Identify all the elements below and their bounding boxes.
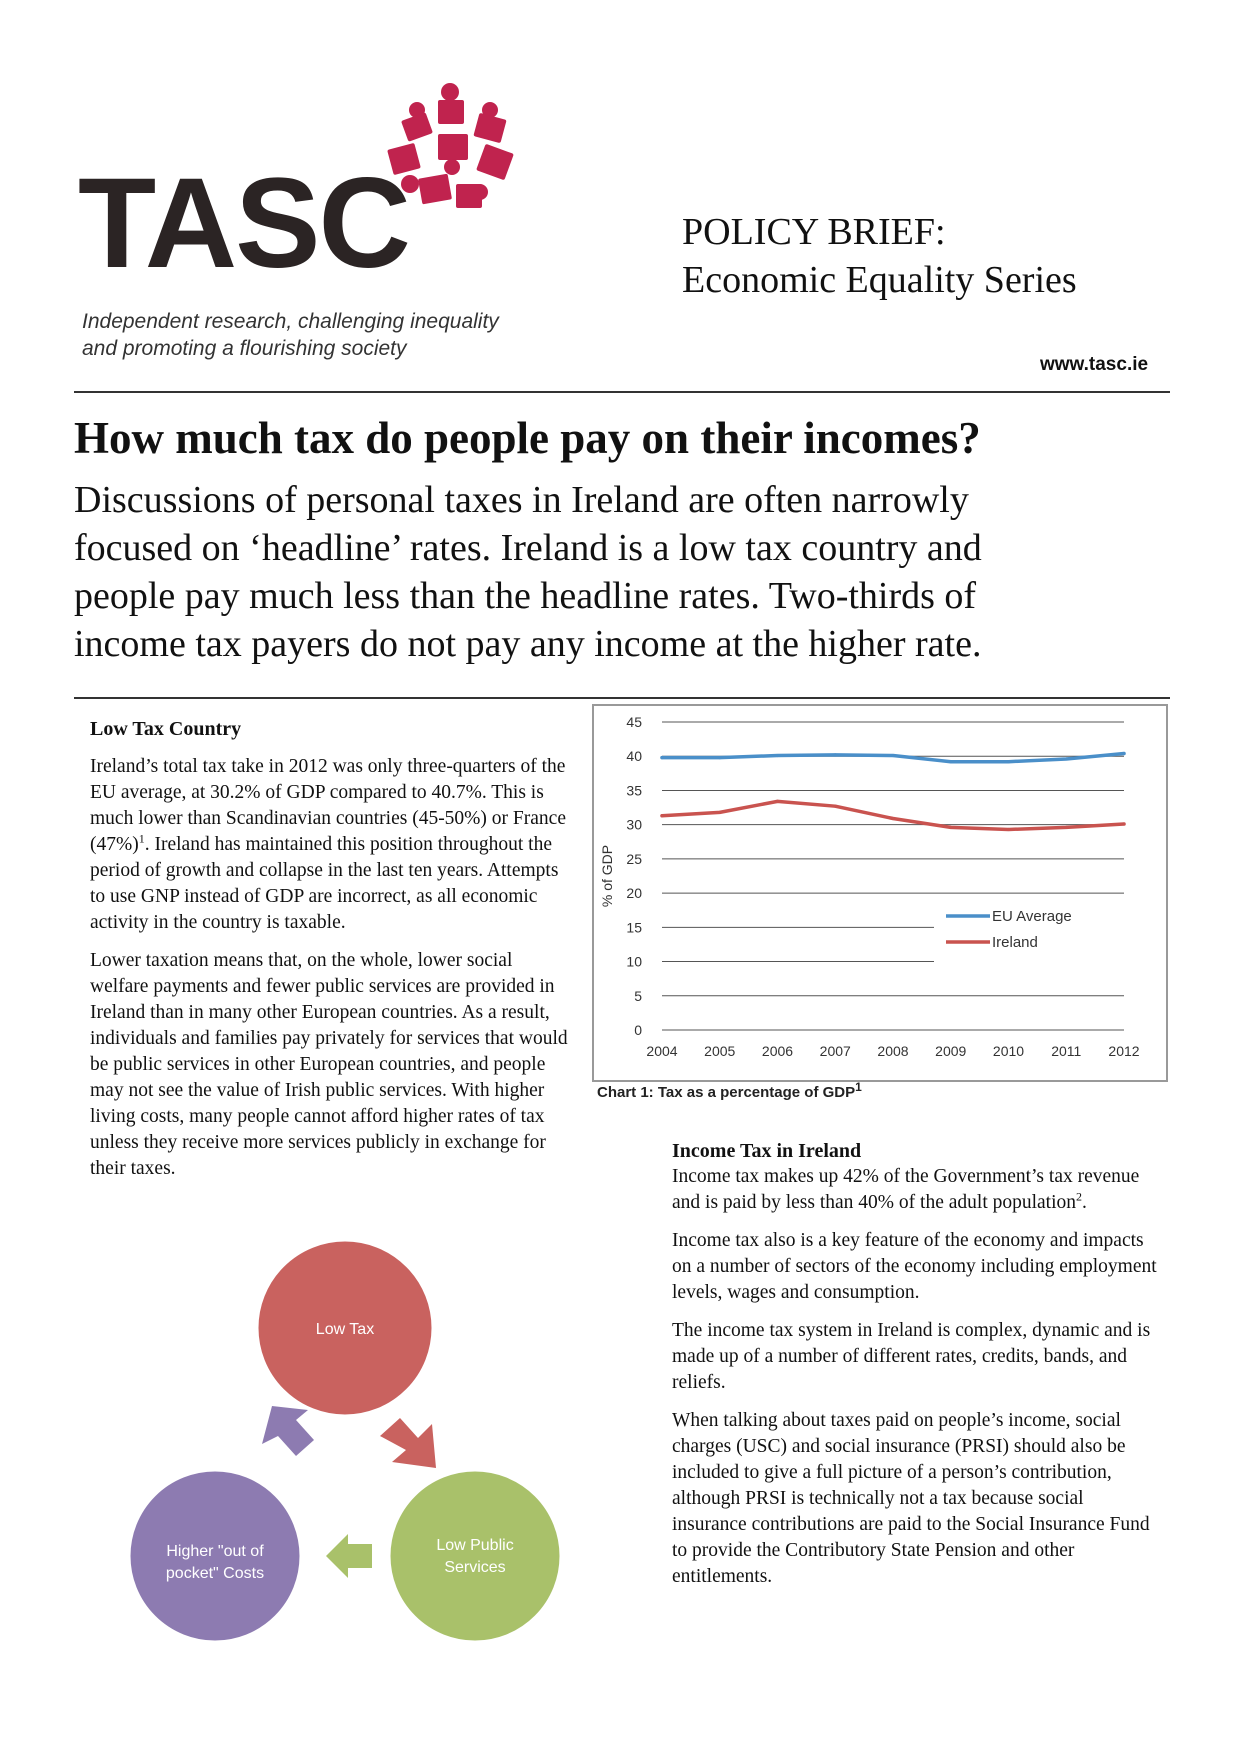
series-line: [660, 799, 1126, 832]
node-low-tax: Low Tax: [255, 1238, 435, 1418]
paragraph: Income tax makes up 42% of the Governmen…: [672, 1164, 1157, 1216]
node-low-tax-label: Low Tax: [316, 1321, 374, 1338]
x-tick-label: 2009: [935, 1043, 966, 1059]
paragraph: Income tax also is a key feature of the …: [672, 1230, 1157, 1303]
footnote-ref[interactable]: 2: [1076, 1189, 1083, 1204]
tax-cycle-diagram: Low Tax Low Public Services Higher "out …: [127, 1238, 563, 1644]
y-tick-label: 5: [634, 988, 642, 1004]
paragraph-text: . Ireland has maintained this position t…: [90, 834, 559, 933]
paragraph: Ireland’s total tax take in 2012 was onl…: [90, 754, 570, 936]
data-point: [660, 755, 664, 760]
y-tick-label: 30: [626, 817, 642, 833]
puzzle-logo-icon: [387, 83, 514, 208]
data-point: [891, 753, 895, 758]
x-tick-label: 2006: [762, 1043, 793, 1059]
y-tick-label: 10: [626, 954, 642, 970]
tagline: Independent research, challenging inequa…: [82, 308, 582, 362]
x-tick-label: 2008: [877, 1043, 908, 1059]
data-point: [949, 760, 953, 764]
node-low-public-services: Low Public Services: [387, 1468, 563, 1644]
chart-caption: Chart 1: Tax as a percentage of GDP1: [597, 1081, 862, 1101]
paragraph: Lower taxation means that, on the whole,…: [90, 950, 568, 1179]
line-chart-svg: 0 5 10 15 20 25 30 35 40 45 2004 2005 2006 2007 2008 20…: [599, 714, 1140, 1059]
data-point: [1122, 751, 1126, 756]
data-point: [775, 799, 780, 803]
low-tax-country-section: Low Tax Country Ireland’s total tax take…: [90, 716, 570, 1194]
y-tick-label: 0: [634, 1022, 642, 1038]
x-tick-label: 2011: [1051, 1043, 1081, 1059]
data-point: [1064, 825, 1068, 830]
footnote-ref[interactable]: 1: [855, 1080, 862, 1094]
standfirst-line-3: people pay much less than the headline r…: [74, 575, 977, 617]
arrow-left-icon: [326, 1534, 372, 1578]
y-tick-label: 15: [626, 919, 642, 935]
node-right-label-1: Low Public: [436, 1537, 513, 1554]
x-tick-label: 2010: [993, 1043, 1024, 1059]
policy-brief-title: POLICY BRIEF: Economic Equality Series: [682, 208, 1077, 304]
data-point: [718, 810, 722, 814]
header-divider: [74, 391, 1170, 393]
arrow-down-right-icon: [380, 1418, 436, 1468]
data-point: [1006, 827, 1011, 832]
arrow-up-right-icon: [262, 1406, 314, 1456]
data-point: [718, 755, 722, 760]
node-right-label-2: Services: [444, 1559, 505, 1576]
data-point: [833, 753, 837, 757]
paragraph-text: Income tax makes up 42% of the Governmen…: [672, 1166, 1140, 1213]
y-axis-label: % of GDP: [599, 845, 615, 907]
website-link[interactable]: www.tasc.ie: [1040, 354, 1149, 375]
income-tax-section: Income Tax in Ireland Income tax makes u…: [672, 1138, 1157, 1602]
data-point: [949, 825, 953, 830]
y-tick-label: 20: [626, 885, 642, 901]
legend-label: Ireland: [992, 934, 1038, 951]
section-heading: Low Tax Country: [90, 718, 242, 740]
page-headline: How much tax do people pay on their inco…: [74, 413, 981, 463]
data-point: [891, 816, 895, 821]
data-point: [1122, 822, 1126, 826]
data-point: [775, 753, 780, 758]
data-point: [1064, 757, 1068, 761]
tagline-line-1: Independent research, challenging inequa…: [82, 310, 499, 333]
data-point: [1006, 760, 1011, 764]
tagline-line-2: and promoting a flourishing society: [82, 337, 407, 360]
legend-label: EU Average: [992, 908, 1072, 925]
standfirst-line-2: focused on ‘headline’ rates. Ireland is …: [74, 527, 982, 569]
tax-gdp-chart: 0 5 10 15 20 25 30 35 40 45 2004 2005 2006 2007 2008 20…: [592, 704, 1168, 1082]
y-tick-label: 25: [626, 851, 642, 867]
paragraph: The income tax system in Ireland is comp…: [672, 1320, 1151, 1393]
x-tick-label: 2012: [1108, 1043, 1139, 1059]
data-point: [833, 804, 837, 808]
y-tick-label: 35: [626, 782, 642, 798]
section-heading: Income Tax in Ireland: [672, 1140, 862, 1162]
standfirst-divider: [74, 697, 1170, 699]
node-higher-costs: Higher "out of pocket" Costs: [127, 1468, 303, 1644]
node-left-label-1: Higher "out of: [166, 1543, 264, 1560]
paragraph-text: .: [1082, 1192, 1087, 1213]
brief-line-2: Economic Equality Series: [682, 259, 1077, 301]
x-tick-label: 2007: [820, 1043, 851, 1059]
x-tick-label: 2005: [704, 1043, 735, 1059]
chart-caption-text: Chart 1: Tax as a percentage of GDP: [597, 1084, 856, 1101]
footnote-ref[interactable]: 1: [138, 831, 145, 846]
brief-line-1: POLICY BRIEF:: [682, 211, 946, 253]
x-tick-label: 2004: [646, 1043, 677, 1059]
legend-box: [934, 902, 1124, 964]
standfirst: Discussions of personal taxes in Ireland…: [74, 476, 1174, 668]
node-left-label-2: pocket" Costs: [166, 1565, 264, 1582]
standfirst-line-4: income tax payers do not pay any income …: [74, 623, 982, 665]
tasc-logo-wordmark: TASC: [78, 152, 411, 295]
paragraph: When talking about taxes paid on people’…: [672, 1410, 1150, 1587]
y-tick-label: 40: [626, 748, 642, 764]
data-point: [660, 814, 664, 818]
standfirst-line-1: Discussions of personal taxes in Ireland…: [74, 479, 969, 521]
y-tick-label: 45: [626, 714, 642, 730]
paragraph-text: Ireland’s total tax take in 2012 was onl…: [90, 756, 566, 855]
